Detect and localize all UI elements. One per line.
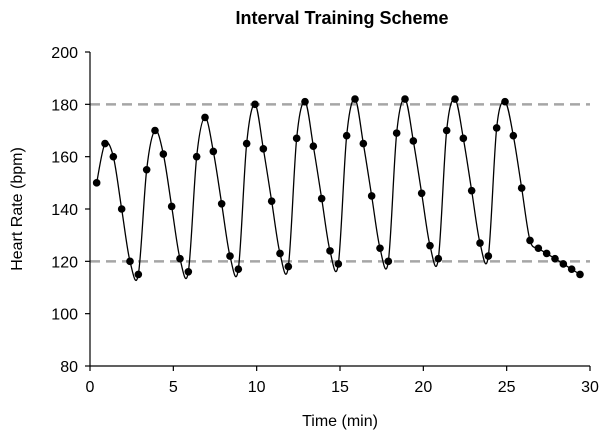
- data-point-43: [451, 95, 459, 103]
- data-point-36: [392, 129, 401, 137]
- data-point-11: [184, 268, 193, 276]
- y-tick-label-140: 140: [51, 202, 78, 219]
- data-point-32: [359, 139, 368, 148]
- data-point-35: [384, 257, 393, 266]
- data-point-24: [292, 134, 301, 143]
- data-point-0: [92, 179, 101, 187]
- data-point-31: [351, 95, 359, 103]
- data-point-7: [151, 126, 159, 135]
- y-tick-label-80: 80: [60, 359, 78, 376]
- data-point-33: [367, 192, 376, 200]
- x-ticks: 0 5 10 15 20 25 30: [86, 366, 599, 396]
- data-point-39: [417, 189, 426, 198]
- data-point-9: [167, 202, 176, 211]
- data-point-54: [542, 249, 551, 258]
- data-point-1: [101, 139, 109, 148]
- data-point-44: [459, 134, 468, 143]
- data-point-40: [426, 241, 434, 250]
- series-line-0: [96, 98, 581, 281]
- data-point-5: [134, 270, 143, 279]
- y-tick-label-100: 100: [51, 307, 78, 324]
- data-point-17: [234, 265, 243, 273]
- data-point-57: [567, 265, 576, 273]
- data-point-22: [276, 249, 284, 258]
- data-point-12: [192, 152, 201, 161]
- data-point-52: [526, 236, 534, 245]
- data-point-27: [317, 194, 326, 203]
- data-point-38: [409, 137, 418, 145]
- data-point-29: [334, 260, 343, 268]
- data-point-15: [217, 199, 226, 208]
- data-point-10: [176, 254, 184, 263]
- y-tick-label-180: 180: [51, 97, 78, 114]
- data-point-6: [142, 165, 151, 174]
- series-group: [92, 95, 584, 281]
- x-tick-label-10: 10: [248, 379, 266, 396]
- data-point-34: [376, 244, 384, 253]
- data-point-23: [284, 262, 293, 271]
- data-point-42: [442, 126, 451, 135]
- data-point-8: [159, 150, 168, 158]
- data-point-21: [267, 197, 276, 205]
- y-axis-label: Heart Rate (bpm): [9, 147, 26, 271]
- data-point-49: [501, 97, 509, 106]
- y-tick-label-200: 200: [51, 45, 78, 62]
- chart-title: Interval Training Scheme: [235, 8, 448, 28]
- data-point-14: [209, 147, 218, 156]
- x-tick-label-30: 30: [581, 379, 599, 396]
- data-point-45: [467, 186, 476, 195]
- x-tick-label-20: 20: [414, 379, 432, 396]
- x-tick-label-25: 25: [498, 379, 516, 396]
- y-tick-label-160: 160: [51, 150, 78, 167]
- data-point-30: [342, 131, 351, 140]
- x-tick-label-15: 15: [331, 379, 349, 396]
- data-point-56: [559, 260, 568, 268]
- data-point-4: [126, 257, 134, 266]
- x-tick-label-0: 0: [86, 379, 95, 396]
- data-point-16: [226, 252, 234, 260]
- data-point-41: [434, 254, 443, 263]
- data-point-48: [492, 124, 501, 132]
- data-point-46: [476, 239, 484, 247]
- data-point-19: [251, 100, 259, 109]
- data-point-26: [309, 142, 318, 150]
- data-point-55: [551, 254, 559, 263]
- x-tick-label-5: 5: [169, 379, 178, 396]
- data-point-2: [109, 152, 118, 161]
- data-point-58: [576, 270, 584, 279]
- axes: [89, 52, 590, 367]
- data-point-20: [259, 145, 268, 153]
- data-point-50: [509, 131, 518, 140]
- data-point-13: [201, 113, 209, 122]
- y-ticks: 80 100 120 140 160 180 200: [51, 45, 90, 376]
- data-point-28: [326, 247, 334, 255]
- data-point-37: [401, 95, 409, 103]
- data-point-53: [534, 244, 543, 253]
- x-axis-label: Time (min): [302, 413, 378, 430]
- data-point-47: [484, 252, 493, 260]
- y-tick-label-120: 120: [51, 254, 78, 271]
- data-point-18: [242, 139, 251, 148]
- data-point-3: [117, 205, 126, 213]
- data-point-25: [301, 97, 309, 106]
- data-point-51: [517, 184, 526, 192]
